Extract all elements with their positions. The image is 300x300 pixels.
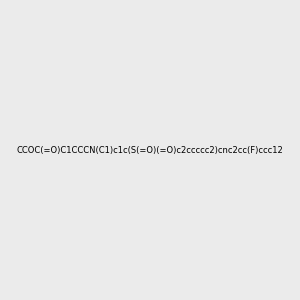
Text: CCOC(=O)C1CCCN(C1)c1c(S(=O)(=O)c2ccccc2)cnc2cc(F)ccc12: CCOC(=O)C1CCCN(C1)c1c(S(=O)(=O)c2ccccc2)… bbox=[16, 146, 283, 154]
